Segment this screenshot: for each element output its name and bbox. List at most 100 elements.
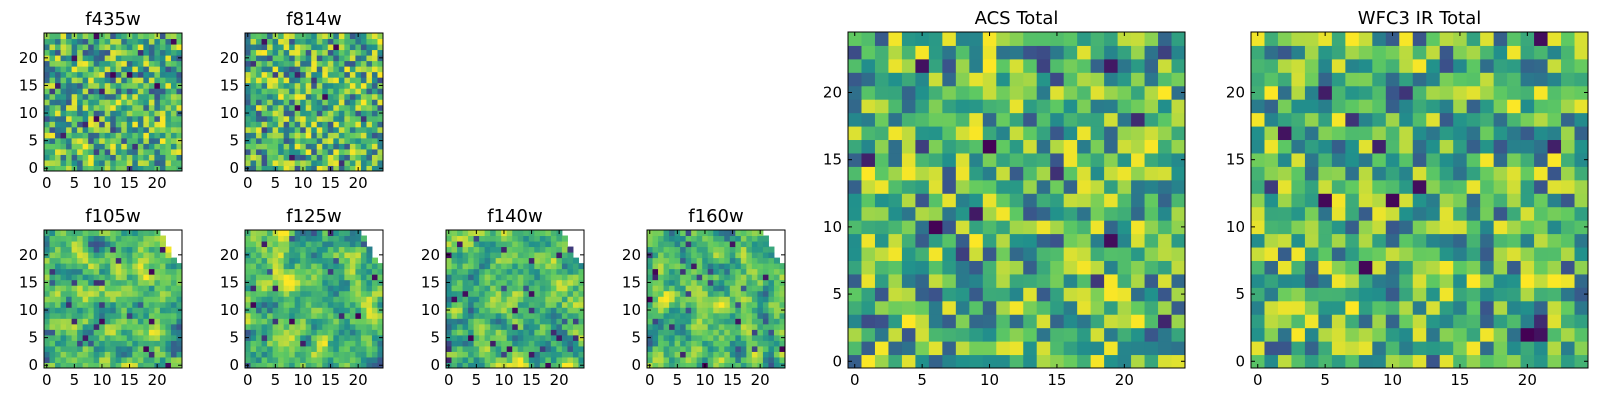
- heatmap-cell: [366, 318, 373, 325]
- heatmap-cell: [1358, 247, 1373, 261]
- heatmap-cell: [333, 235, 340, 242]
- heatmap-cell: [294, 257, 301, 264]
- heatmap-cell: [115, 230, 122, 237]
- heatmap-cell: [1304, 139, 1319, 154]
- heatmap-cell: [366, 268, 373, 275]
- heatmap-cell: [1023, 327, 1038, 342]
- heatmap-cell: [1063, 193, 1078, 208]
- heatmap-cell: [534, 252, 541, 259]
- heatmap-cell: [1574, 179, 1589, 194]
- heatmap-cell: [928, 32, 943, 46]
- heatmap-cell: [137, 104, 144, 111]
- heatmap-cell: [567, 285, 574, 292]
- heatmap-cell: [680, 356, 687, 363]
- heatmap-cell: [305, 121, 312, 128]
- heatmap-cell: [1426, 314, 1441, 329]
- heatmap-cell: [110, 268, 117, 275]
- heatmap-cell: [137, 279, 144, 286]
- heatmap-cell: [289, 356, 296, 363]
- heatmap-cell: [250, 121, 257, 128]
- heatmap-cell: [702, 351, 709, 358]
- heatmap-cell: [848, 193, 862, 208]
- heatmap-cell: [1251, 193, 1265, 208]
- heatmap-cell: [718, 312, 725, 319]
- heatmap-cell: [1158, 247, 1173, 261]
- heatmap-cell: [718, 279, 725, 286]
- heatmap-cell: [768, 312, 775, 319]
- heatmap-cell: [267, 33, 274, 40]
- heatmap-cell: [1358, 233, 1373, 248]
- heatmap-cell: [250, 93, 257, 100]
- heatmap-cell: [121, 55, 128, 62]
- heatmap-cell: [1574, 193, 1589, 208]
- heatmap-cell: [316, 274, 323, 281]
- heatmap-cell: [773, 301, 780, 308]
- heatmap-cell: [322, 115, 329, 122]
- heatmap-cell: [159, 257, 166, 264]
- heatmap-cell: [1507, 233, 1522, 248]
- heatmap-cell: [66, 230, 73, 237]
- heatmap-cell: [1077, 233, 1092, 248]
- heatmap-cell: [479, 241, 486, 248]
- heatmap-cell: [371, 126, 378, 133]
- heatmap-cell: [484, 296, 491, 303]
- heatmap-cell: [996, 233, 1011, 248]
- heatmap-cell: [1466, 139, 1481, 154]
- heatmap-cell: [1023, 32, 1038, 46]
- heatmap-cell: [338, 263, 345, 270]
- heatmap-cell: [49, 137, 56, 144]
- x-tick-label: 10: [293, 371, 312, 389]
- heatmap-cell: [371, 345, 378, 352]
- heatmap-cell: [154, 241, 161, 248]
- heatmap-cell: [283, 115, 290, 122]
- heatmap-cell: [550, 246, 557, 253]
- heatmap-cell: [115, 121, 122, 128]
- heatmap-cell: [707, 356, 714, 363]
- heatmap-cell: [294, 362, 301, 369]
- heatmap-cell: [333, 110, 340, 117]
- heatmap-cell: [99, 71, 106, 78]
- heatmap-cell: [322, 312, 329, 319]
- heatmap-cell: [561, 301, 568, 308]
- y-tick-label: 5: [28, 329, 38, 347]
- heatmap-cell: [360, 126, 367, 133]
- heatmap-cell: [261, 296, 268, 303]
- heatmap-cell: [170, 307, 177, 314]
- heatmap-cell: [669, 274, 676, 281]
- heatmap-cell: [1090, 193, 1105, 208]
- heatmap-cell: [556, 252, 563, 259]
- heatmap-cell: [955, 273, 970, 288]
- heatmap-cell: [148, 285, 155, 292]
- heatmap-cell: [1439, 354, 1454, 369]
- heatmap-cell: [556, 301, 563, 308]
- heatmap-cell: [333, 246, 340, 253]
- heatmap-cell: [137, 148, 144, 155]
- heatmap-cell: [311, 60, 318, 67]
- heatmap-cell: [360, 340, 367, 347]
- heatmap-cell: [561, 274, 568, 281]
- heatmap-cell: [457, 356, 464, 363]
- heatmap-cell: [915, 58, 930, 73]
- heatmap-cell: [1158, 287, 1173, 302]
- heatmap-cell: [88, 307, 95, 314]
- heatmap-cell: [1304, 287, 1319, 302]
- heatmap-cell: [294, 274, 301, 281]
- heatmap-cell: [360, 110, 367, 117]
- heatmap-cell: [305, 104, 312, 111]
- heatmap-cell: [66, 44, 73, 51]
- heatmap-cell: [1291, 152, 1306, 167]
- heatmap-cell: [724, 329, 731, 336]
- heatmap-cell: [349, 230, 356, 237]
- heatmap-cell: [501, 356, 508, 363]
- heatmap-cell: [170, 362, 177, 369]
- heatmap-cell: [110, 121, 117, 128]
- heatmap-cell: [1036, 126, 1051, 141]
- heatmap-cell: [110, 165, 117, 172]
- heatmap-cell: [55, 323, 62, 330]
- heatmap-cell: [371, 88, 378, 95]
- heatmap-cell: [104, 110, 111, 117]
- x-tick-label: 5: [917, 371, 927, 389]
- heatmap-cell: [942, 126, 957, 141]
- heatmap-cell: [479, 301, 486, 308]
- heatmap-cell: [121, 285, 128, 292]
